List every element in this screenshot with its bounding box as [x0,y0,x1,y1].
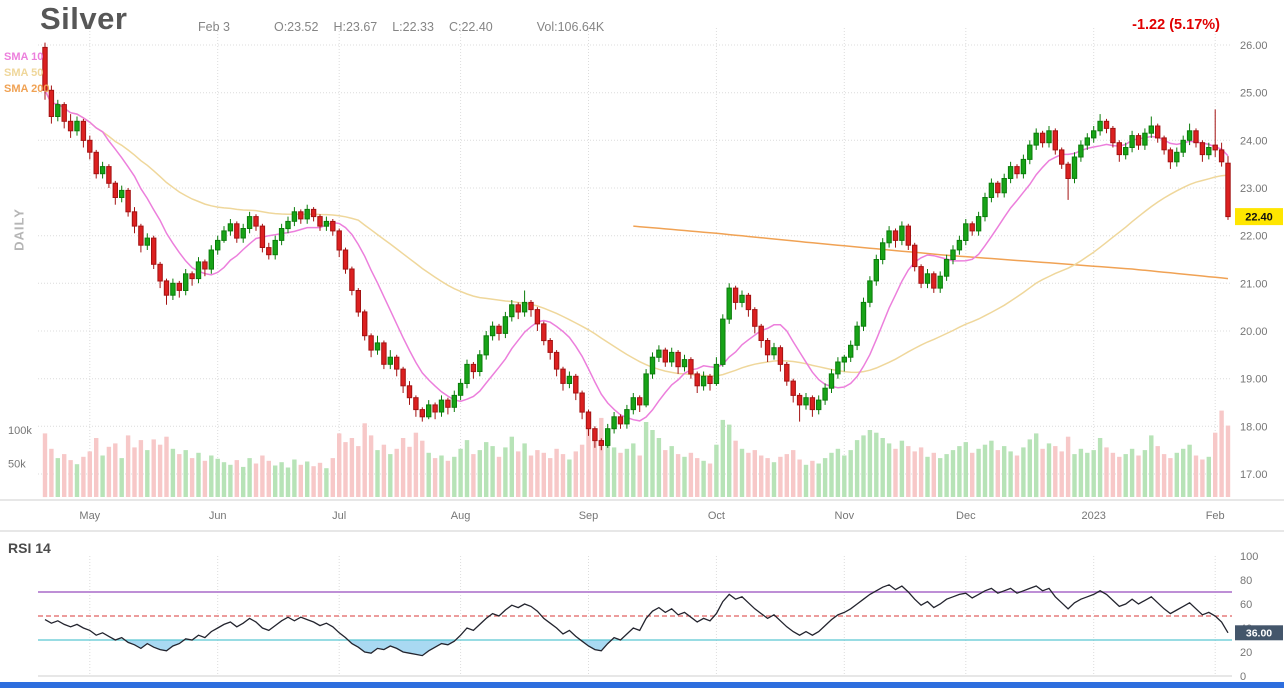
svg-text:100k: 100k [8,425,32,437]
volume-layer [42,410,1231,498]
svg-text:May: May [79,510,100,522]
svg-text:Oct: Oct [708,510,725,522]
svg-text:26.00: 26.00 [1240,40,1268,52]
rsi-layer [38,584,1232,657]
svg-text:Nov: Nov [835,510,855,522]
svg-text:Aug: Aug [451,510,471,522]
svg-text:24.00: 24.00 [1240,135,1268,147]
bottom-scrollbar[interactable] [0,682,1284,688]
symbol-title: Silver [40,1,128,36]
ohlc-readout: Feb 3 O:23.52 H:23.67 L:22.33 C:22.40 Vo… [198,20,604,34]
svg-text:19.00: 19.00 [1240,374,1268,386]
svg-text:100: 100 [1240,551,1258,563]
grid-layer: 26.00 25.00 24.00 23.00 22.00 21.00 20.00 19.00… [0,28,1284,683]
price-change: -1.22 (5.17%) [1132,17,1220,33]
svg-text:23.00: 23.00 [1240,183,1268,195]
readout-volume: Vol:106.64K [536,20,605,34]
readout-open: O:23.52 [273,20,319,34]
svg-text:0: 0 [1240,671,1246,683]
svg-text:18.00: 18.00 [1240,421,1268,433]
svg-text:Feb: Feb [1206,510,1225,522]
svg-text:Sep: Sep [579,510,599,522]
svg-text:20: 20 [1240,647,1252,659]
rsi-value-badge: 36.00 [1235,625,1283,641]
svg-text:36.00: 36.00 [1246,627,1272,639]
legend-sma10: SMA 10 [4,51,44,63]
svg-text:80: 80 [1240,575,1252,587]
svg-text:Dec: Dec [956,510,976,522]
readout-low: L:22.33 [392,20,434,34]
readout-date: Feb 3 [198,20,230,34]
timeframe-label: DAILY [11,208,27,251]
svg-text:2023: 2023 [1081,510,1105,522]
readout-high: H:23.67 [333,20,378,34]
svg-text:20.00: 20.00 [1240,326,1268,338]
svg-text:50k: 50k [8,459,26,471]
svg-text:Jun: Jun [209,510,227,522]
sma-legend: SMA 10 SMA 50 SMA 200 [4,51,49,96]
svg-text:60: 60 [1240,599,1252,611]
legend-sma200: SMA 200 [4,83,50,95]
svg-text:25.00: 25.00 [1240,88,1268,100]
svg-text:Jul: Jul [332,510,346,522]
readout-close: C:22.40 [448,20,493,34]
svg-text:17.00: 17.00 [1240,469,1268,481]
last-price-badge: 22.40 [1235,208,1283,226]
rsi-title: RSI 14 [8,540,51,556]
legend-sma50: SMA 50 [4,67,44,79]
candles-layer [42,42,1231,451]
svg-text:22.00: 22.00 [1240,231,1268,243]
spacer [245,20,259,34]
sma-layer [44,89,1229,422]
svg-text:22.40: 22.40 [1245,212,1273,224]
svg-text:21.00: 21.00 [1240,278,1268,290]
spacer [508,20,522,34]
